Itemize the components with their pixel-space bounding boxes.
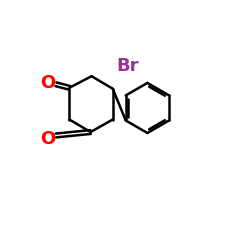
Text: O: O [40, 74, 55, 92]
Text: Br: Br [117, 56, 140, 74]
Text: O: O [40, 130, 55, 148]
